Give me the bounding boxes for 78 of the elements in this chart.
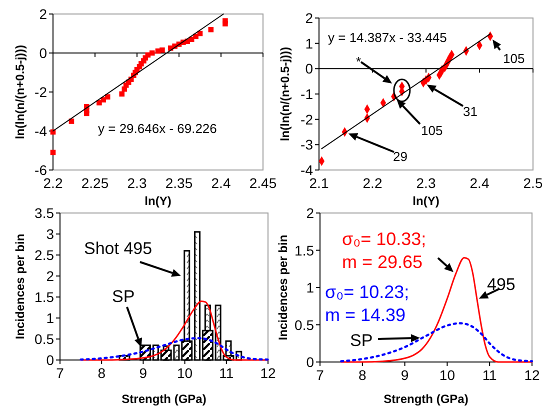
y-tick-label: 0 [306,354,314,370]
point [222,18,228,24]
y-tick-label: -1 [300,86,314,102]
y-tick-label: -3 [300,136,314,153]
x-tick-label: 2.4 [211,175,231,191]
x-axis-title: ln(Y) [144,194,172,208]
y-tick-label: 1.5 [294,242,314,258]
x-axis-title: Strength (GPa) [384,392,468,406]
x-tick-label: 12 [524,367,540,383]
y-tick-label: 0.5 [34,331,54,347]
line-series [80,337,270,361]
x-tick-label: 7 [316,367,324,383]
line-series [340,322,534,362]
y-tick-label: -4 [300,162,314,178]
x-tick-label: 2.3 [127,175,147,191]
y-axis-title: ln(ln(n/(n+0.5-j))) [13,44,27,140]
y-axis-title: Incidences per bin [276,234,290,340]
x-tick-label: 10 [439,367,456,383]
x-axis-title: ln(Y) [412,194,440,208]
x-tick-label: 11 [219,365,234,381]
y-tick-label: 1 [306,280,314,296]
y-tick-label: 2 [39,6,48,22]
x-tick-label: 2.1 [309,175,329,191]
x-tick-label: 2.35 [165,175,193,191]
x-tick-label: 11 [482,367,498,383]
annotation: m = 14.39 [325,305,406,325]
x-tick-label: 9 [400,367,409,383]
y-tick-label: 1.5 [34,289,54,305]
y-tick-label: 2.5 [34,247,54,263]
point [119,91,125,97]
x-tick-label: 9 [139,365,148,381]
x-tick-label: 12 [260,365,276,381]
annotation: σ₀= 10.33; [342,229,426,249]
annotation: y = 29.646x - 69.226 [98,121,217,136]
y-tick-label: 2 [305,10,314,26]
y-tick-label: -2 [34,84,48,100]
x-tick-label: 2.2 [43,175,63,191]
y-tick-label: 0 [46,352,54,368]
x-tick-label: 2.3 [416,175,436,191]
annotation: σ₀= 10.23; [325,282,410,302]
annotation: 105 [421,123,443,138]
y-tick-label: -6 [34,162,48,178]
y-axis-title: Incidences per bin [13,234,27,340]
series-label: SP [350,331,373,350]
y-tick-label: 3 [46,226,54,242]
y-tick-label: 0 [39,45,48,61]
x-tick-label: 8 [98,365,106,381]
y-tick-label: 2 [306,205,314,221]
annotation: 31 [463,104,478,119]
text: SP [112,287,135,306]
x-tick-label: 2.4 [470,175,490,191]
x-axis-title: Strength (GPa) [122,392,206,406]
annotation: m = 29.65 [342,252,423,272]
series-label: Shot 495 [84,239,152,258]
y-tick-label: 3.5 [34,205,54,221]
point [160,47,165,53]
y-tick-label: 1 [305,35,314,52]
y-tick-label: -4 [34,123,48,139]
y-tick-label: 0.5 [294,316,314,333]
x-tick-label: 2.5 [523,175,542,191]
y-tick-label: -2 [300,111,314,128]
x-tick-label: 2.2 [362,175,382,191]
point [104,94,110,100]
y-tick-label: 2 [46,268,54,284]
y-tick-label: 0 [305,60,314,77]
x-tick-label: 7 [56,365,64,381]
x-tick-label: 2.25 [81,175,109,191]
annotation: 29 [393,149,408,164]
annotation: * [356,54,362,69]
series-label: 495 [487,275,516,294]
y-tick-label: 1 [46,310,54,326]
x-tick-label: 10 [177,365,193,381]
annotation: y = 14.387x - 33.445 [328,30,447,45]
y-axis-title: ln(ln(n/(n+0.5-j))) [278,46,292,142]
point [149,50,155,56]
x-tick-label: 8 [358,367,366,383]
annotation: 105 [503,51,525,66]
x-tick-label: 2.45 [249,175,277,191]
